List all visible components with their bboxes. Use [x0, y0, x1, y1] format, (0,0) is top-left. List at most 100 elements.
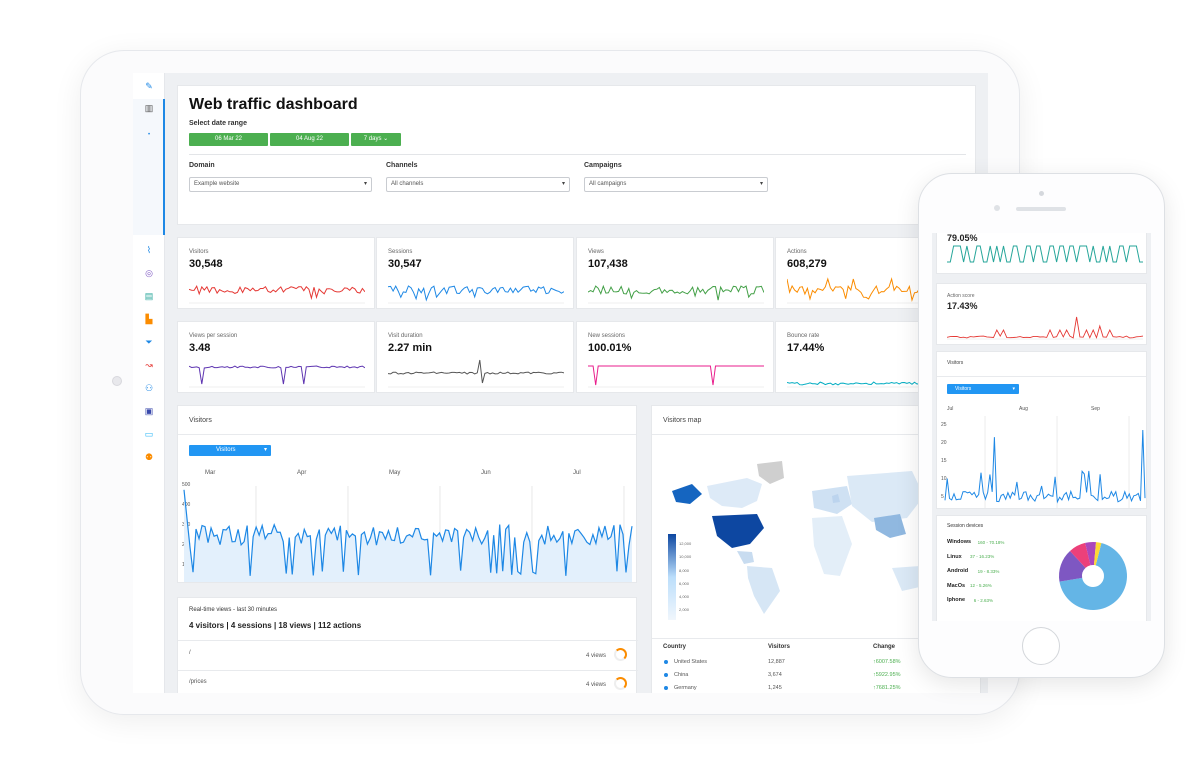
metric-card[interactable]: Views 107,438	[576, 237, 774, 309]
device-stat: 37 - 16.23%	[970, 554, 995, 559]
date-end-button[interactable]: 04 Aug 22	[270, 133, 349, 146]
realtime-card: Real-time views - last 30 minutes 4 visi…	[177, 597, 638, 693]
metric-card[interactable]: Visit duration 2.27 min	[376, 321, 574, 393]
metric-sparkline	[588, 284, 764, 304]
visitors-line-chart: MarAprMayJunJul500400300200100	[182, 470, 633, 582]
phone-action-value: 17.43%	[947, 301, 978, 311]
flow-icon[interactable]: ↝	[145, 360, 153, 370]
tablet-screen: ✎ ▥ • ⌇ ◎ ▤ ▙ ⏷ ↝ ⚇ ▣ ▭ ⚉ Web traffic da…	[133, 73, 988, 693]
country-dot	[664, 686, 668, 690]
visitors-chart-select[interactable]: Visitors ▾	[189, 445, 271, 456]
funnel-icon[interactable]: ⏷	[145, 337, 153, 347]
y-tick: 20	[941, 440, 947, 446]
phone-action-label: Action score	[947, 293, 975, 299]
metric-value: 100.01%	[588, 342, 632, 354]
channels-value: All channels	[391, 181, 424, 187]
realtime-title: Real-time views - last 30 minutes	[189, 607, 278, 613]
visitors-map-title: Visitors map	[663, 417, 702, 424]
phone-screen: 79.05% Action score 17.43% Visitors Visi…	[932, 233, 1151, 621]
channels-select[interactable]: All channels ▾	[386, 177, 570, 192]
phone-devices-donut	[1059, 542, 1127, 610]
user-group-icon[interactable]: ⚉	[144, 452, 154, 462]
device-stat: 6 - 2.63%	[973, 597, 994, 603]
y-tick: 500	[182, 482, 191, 488]
realtime-row-path[interactable]: /	[189, 650, 191, 656]
page-title: Web traffic dashboard	[189, 96, 358, 113]
map-row-visitors: 12,887	[768, 659, 785, 665]
map-col-change: Change	[873, 644, 896, 650]
channels-label: Channels	[386, 162, 418, 169]
phone-top-value: 79.05%	[947, 233, 978, 243]
month-tick: Jun	[481, 470, 491, 476]
metric-card[interactable]: Sessions 30,547	[376, 237, 574, 309]
metric-value: 2.27 min	[388, 342, 433, 354]
divider	[178, 434, 636, 435]
bar-chart-icon[interactable]: ▥	[144, 103, 154, 113]
campaigns-select[interactable]: All campaigns ▾	[584, 177, 768, 192]
visitors-chart-card: Visitors Visitors ▾ Mar Apr May Jun Jul 500 400…	[177, 405, 637, 583]
month-tick: Apr	[297, 470, 306, 476]
edit-icon[interactable]: ✎	[145, 81, 153, 91]
month-tick: Aug	[1019, 406, 1028, 412]
metric-value: 30,548	[189, 258, 223, 270]
phone-visitors-select[interactable]: Visitors ▾	[947, 384, 1019, 394]
date-range-label: Select date range	[189, 120, 247, 127]
phone-home-button	[1022, 627, 1060, 665]
metric-sparkline	[388, 359, 564, 388]
month-tick: Jul	[947, 406, 953, 412]
map-row-visitors: 3,674	[768, 672, 782, 678]
phone-metric-card: 79.05%	[936, 233, 1147, 274]
metric-label: New sessions	[588, 333, 626, 339]
phone-visitors-select-value: Visitors	[955, 386, 972, 392]
metric-value: 17.44%	[787, 342, 825, 354]
phone-camera	[1039, 191, 1044, 196]
trend-icon[interactable]: ⌇	[146, 245, 152, 255]
campaigns-label: Campaigns	[584, 162, 622, 169]
metric-card[interactable]: Views per session 3.48	[177, 321, 375, 393]
period-select[interactable]: 7 days ⌄	[351, 133, 401, 146]
metric-label: Sessions	[388, 249, 413, 255]
period-value: 7 days	[363, 136, 382, 142]
donut-slice	[1085, 542, 1097, 566]
map-row-country: Germany	[674, 685, 697, 691]
store-icon[interactable]: ▭	[144, 429, 154, 439]
visitors-chart-title: Visitors	[189, 417, 212, 424]
metric-sparkline	[388, 284, 564, 304]
device-name: Windows	[947, 539, 972, 545]
map-col-country: Country	[663, 644, 686, 650]
device-stat: 160 - 70.18%	[977, 539, 1005, 545]
map-row-country: China	[674, 672, 689, 678]
metric-label: Visit duration	[388, 333, 423, 339]
divider	[189, 154, 966, 155]
domain-select[interactable]: Example website ▾	[189, 177, 372, 192]
phone-sparkline	[947, 245, 1143, 263]
target-icon[interactable]: ◎	[145, 268, 153, 278]
map-legend-ticks: 12,000 10,000 8,000 6,000 4,000 2,000	[679, 541, 692, 613]
device-stat: 12 - 5.26%	[970, 583, 992, 588]
y-tick: 5	[941, 494, 944, 500]
area-chart-icon[interactable]: ▙	[145, 314, 153, 324]
divider	[178, 640, 638, 641]
realtime-progress-ring	[614, 677, 627, 690]
donut-slice	[1059, 550, 1086, 582]
campaigns-value: All campaigns	[589, 181, 627, 187]
map-row-change: ↑5922.95%	[873, 672, 901, 678]
divider	[178, 670, 638, 671]
briefcase-icon[interactable]: ▣	[144, 406, 154, 416]
phone-sparkline	[947, 316, 1143, 340]
chevron-down-icon: ▾	[1012, 386, 1015, 392]
chevron-down-icon: ▾	[759, 181, 763, 187]
metric-value: 3.48	[189, 342, 211, 354]
phone-visitors-chart: Jul Aug Sep 25 20 15 10 5	[941, 406, 1146, 508]
metric-value: 608,279	[787, 258, 827, 270]
date-start-button[interactable]: 06 Mar 22	[189, 133, 268, 146]
donut-slice	[1069, 542, 1091, 568]
realtime-row-path[interactable]: /prices	[189, 679, 207, 685]
metric-card[interactable]: Visitors 30,548	[177, 237, 375, 309]
country-dot	[664, 673, 668, 677]
metric-card[interactable]: New sessions 100.01%	[576, 321, 774, 393]
phone-devices-card: Session devices Windows 160 - 70.18% Linux…	[936, 515, 1147, 621]
device-name: Iphone	[947, 597, 966, 603]
users-icon[interactable]: ⚇	[144, 383, 154, 393]
page-icon[interactable]: ▤	[144, 291, 154, 301]
